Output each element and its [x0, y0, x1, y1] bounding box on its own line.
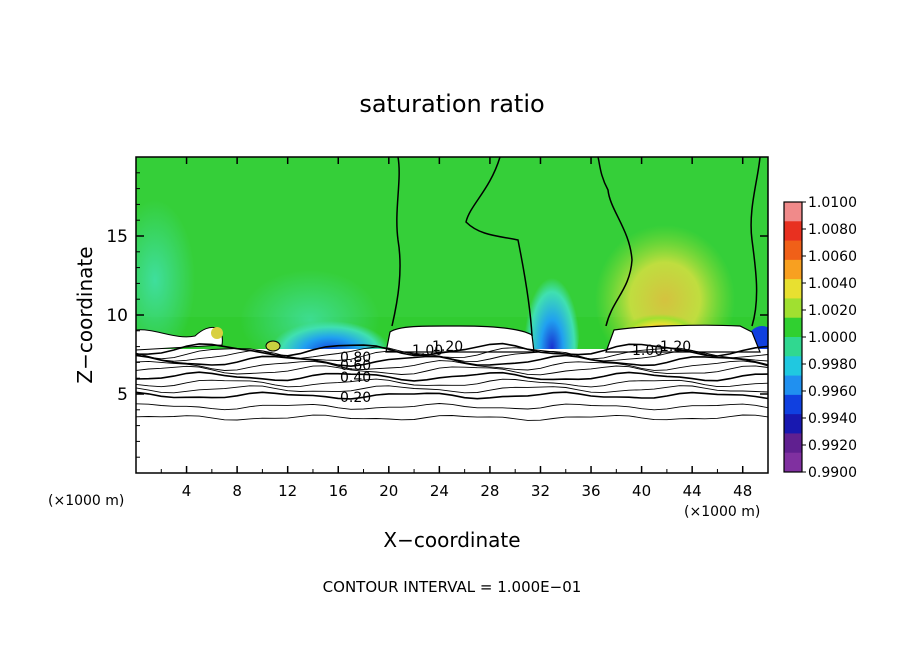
contour-label: 1.20: [432, 339, 463, 355]
x-tick-label: 16: [329, 482, 348, 500]
colorbar-swatch: [784, 375, 802, 396]
x-tick-label: 4: [182, 482, 192, 500]
colorbar-swatch: [784, 452, 802, 473]
colorbar-swatch: [784, 394, 802, 415]
colorbar-swatch: [784, 279, 802, 299]
y-tick-label: 5: [117, 385, 128, 405]
chart-title: saturation ratio: [359, 90, 544, 118]
x-tick-label: 8: [232, 482, 242, 500]
colorbar-label: 1.0040: [808, 276, 857, 292]
colorbar-swatch: [784, 298, 802, 319]
plot-area: [136, 157, 768, 473]
x-tick-label: 20: [379, 482, 398, 500]
colorbar-swatch: [784, 317, 802, 338]
contour-line: [136, 403, 768, 411]
contour-label: 0.20: [340, 390, 371, 406]
contour-line: [136, 371, 768, 382]
contour-line: [136, 350, 768, 362]
contour-line: [136, 378, 768, 388]
x-tick-label: 40: [632, 482, 651, 500]
colorbar-label: 0.9900: [808, 465, 857, 481]
x-tick-label: 24: [430, 482, 449, 500]
colorbar-label: 1.0100: [808, 195, 857, 211]
contour-line: [136, 342, 768, 357]
contour-label: 1.00: [632, 343, 663, 359]
contour-label: 1.00: [412, 343, 443, 359]
colorbar-labels: 1.0100 1.0080 1.0060 1.0040 1.0020 1.0000 0.99…: [802, 195, 857, 481]
contour-line: [136, 360, 768, 371]
contour-interval-footer: CONTOUR INTERVAL = 1.000E−01: [323, 578, 582, 596]
x-unit-left: (×1000 m): [48, 493, 124, 509]
contour-line: [136, 414, 768, 421]
colorbar-label: 0.9980: [808, 357, 857, 373]
contour-label: 0.80: [340, 350, 371, 366]
contour-line: [136, 385, 768, 394]
colorbar-swatch: [784, 356, 802, 377]
contour-label: 0.60: [340, 358, 371, 374]
cloud-patch-20-30km: [385, 325, 535, 353]
colorbar-swatch: [784, 240, 802, 261]
colorbar-label: 0.9960: [808, 384, 857, 400]
contour-line: [136, 391, 768, 400]
colorbar-label: 0.9920: [808, 438, 857, 454]
x-axis-label: X−coordinate: [383, 528, 520, 552]
colorbar-label: 0.9940: [808, 411, 857, 427]
contour-line: [136, 365, 768, 376]
colorbar-swatch: [784, 202, 802, 222]
y-tick-label: 10: [106, 306, 128, 326]
x-tick-label: 32: [531, 482, 550, 500]
contour-label: 1.20: [660, 339, 691, 355]
colorbar-swatch: [784, 414, 802, 434]
contour-1-00-right-a: [597, 157, 633, 327]
subsaturated-lower-region: [136, 349, 768, 473]
colorbar-swatch: [784, 221, 802, 242]
x-tick-label: 48: [733, 482, 752, 500]
y-axis-label: Z−coordinate: [73, 246, 97, 383]
colorbar-label: 1.0020: [808, 303, 857, 319]
contour-label: 0.40: [340, 370, 371, 386]
x-unit-right: (×1000 m): [684, 504, 760, 520]
y-axis-ticks: 5 10 15: [106, 172, 768, 458]
cyan-region-left: [136, 200, 195, 360]
contour-1-00-right-b: [750, 157, 761, 327]
contour-1-00-mid: [465, 157, 533, 337]
contour-labels: 1.00 1.20 1.00 1.20 0.80 0.60 0.40 0.20: [340, 339, 691, 406]
cloud-patch-left-yellow: [211, 327, 223, 339]
colorbar-label: 1.0060: [808, 249, 857, 265]
colorbar-label: 1.0000: [808, 330, 857, 346]
y-tick-label: 15: [106, 227, 128, 247]
colorbar: [783, 201, 803, 473]
x-axis-ticks: 4 8 12 16 20 24 28 32 36 40 44 48: [160, 157, 752, 500]
contour-1-00-left: [391, 157, 401, 327]
colorbar-swatch: [784, 433, 802, 454]
colorbar-swatch: [784, 259, 802, 280]
cloud-patch-11km: [265, 340, 281, 352]
x-tick-label: 28: [480, 482, 499, 500]
x-tick-label: 12: [278, 482, 297, 500]
x-tick-label: 36: [581, 482, 600, 500]
colorbar-label: 1.0080: [808, 222, 857, 238]
x-tick-label: 44: [683, 482, 702, 500]
colorbar-swatch: [784, 337, 802, 357]
contour-lines: [136, 342, 768, 421]
